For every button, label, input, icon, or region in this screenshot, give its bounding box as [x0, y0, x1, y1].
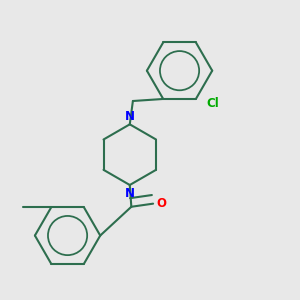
Text: Cl: Cl: [207, 97, 220, 110]
Text: N: N: [125, 187, 135, 200]
Text: O: O: [157, 197, 167, 210]
Text: N: N: [125, 110, 135, 123]
